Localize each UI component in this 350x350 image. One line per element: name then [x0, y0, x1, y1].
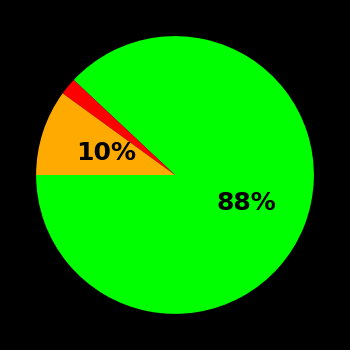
Text: 10%: 10%: [76, 141, 136, 165]
Wedge shape: [36, 36, 314, 314]
Wedge shape: [36, 93, 175, 175]
Text: 88%: 88%: [216, 191, 276, 215]
Wedge shape: [63, 80, 175, 175]
